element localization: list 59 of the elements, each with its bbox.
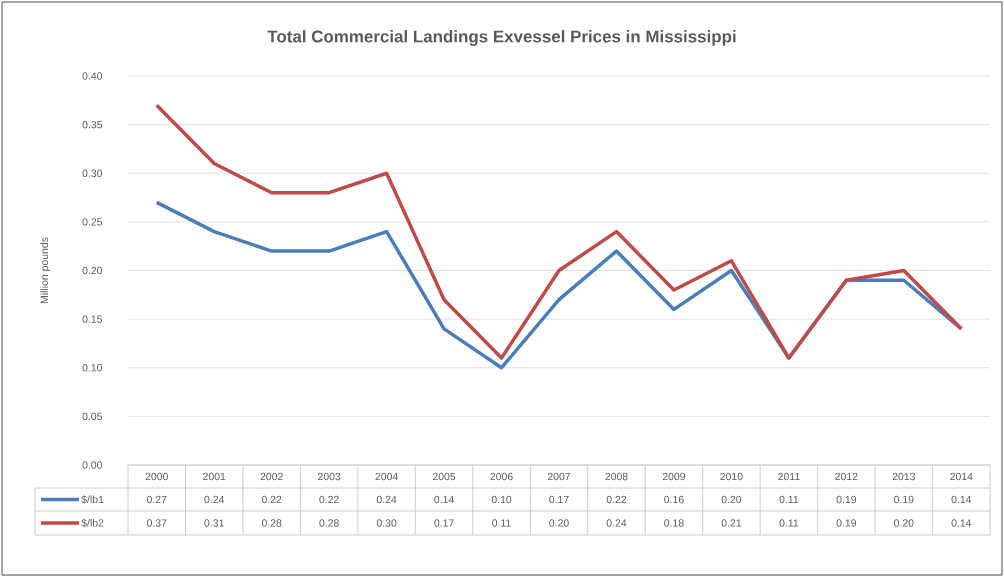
data-label: 0.19 xyxy=(894,495,914,504)
data-label: 0.14 xyxy=(434,495,454,504)
data-label: 0.37 xyxy=(146,519,167,527)
x-tick-label: 2005 xyxy=(432,472,456,481)
legend-label: $/lb1 xyxy=(81,495,104,504)
data-label: 0.27 xyxy=(146,495,167,504)
y-tick-label: 0.25 xyxy=(82,218,103,226)
x-tick-label: 2010 xyxy=(720,472,743,481)
data-label: 0.14 xyxy=(951,519,972,527)
data-label: 0.24 xyxy=(204,495,225,504)
data-label: 0.19 xyxy=(836,495,857,504)
x-tick-label: 2000 xyxy=(145,472,168,481)
x-tick-label: 2009 xyxy=(662,472,686,481)
y-tick-label: 0.20 xyxy=(82,266,103,275)
y-tick-label: 0.10 xyxy=(82,364,103,372)
x-tick-label: 2013 xyxy=(892,472,915,481)
data-label: 0.22 xyxy=(606,495,627,504)
data-label: 0.24 xyxy=(376,495,397,504)
data-label: 0.31 xyxy=(204,519,224,527)
legend-label: $/lb2 xyxy=(81,518,104,528)
data-label: 0.22 xyxy=(261,495,282,504)
y-tick-label: 0.30 xyxy=(82,169,103,177)
data-label: 0.11 xyxy=(779,519,799,527)
data-label: 0.24 xyxy=(606,519,627,527)
x-tick-label: 2014 xyxy=(950,472,973,481)
data-label: 0.17 xyxy=(434,519,454,527)
data-label: 0.22 xyxy=(319,495,339,504)
data-label: 0.28 xyxy=(261,519,282,527)
data-label: 0.28 xyxy=(319,519,339,527)
data-label: 0.16 xyxy=(664,495,684,504)
y-tick-label: 0.05 xyxy=(82,412,103,421)
chart-title: Total Commercial Landings Exvessel Prices in Mississippi xyxy=(267,30,736,46)
line-series xyxy=(154,103,964,360)
y-tick-label: 0.35 xyxy=(82,120,103,129)
data-label: 0.11 xyxy=(492,519,511,527)
data-label: 0.30 xyxy=(376,519,397,527)
x-tick-label: 2007 xyxy=(547,472,571,481)
x-tick-label: 2002 xyxy=(260,472,283,481)
x-tick-label: 2012 xyxy=(835,472,858,481)
y-tick-label: 0.15 xyxy=(82,315,103,323)
y-axis-title: Million pounds xyxy=(40,237,51,304)
data-label: 0.20 xyxy=(721,495,742,504)
x-tick-label: 2003 xyxy=(318,472,341,481)
data-label: 0.19 xyxy=(836,519,857,527)
data-label: 0.10 xyxy=(491,495,512,504)
data-label: 0.14 xyxy=(951,495,972,504)
x-tick-label: 2004 xyxy=(375,472,398,481)
data-label: 0.21 xyxy=(721,519,742,527)
data-label: 0.18 xyxy=(664,519,684,527)
y-tick-label: 0.00 xyxy=(82,461,103,469)
y-tick-label: 0.40 xyxy=(82,72,103,80)
x-tick-label: 2011 xyxy=(778,472,800,481)
x-tick-label: 2001 xyxy=(203,472,226,481)
data-label: 0.20 xyxy=(894,519,914,527)
x-tick-label: 2008 xyxy=(605,472,628,481)
x-tick-label: 2006 xyxy=(490,472,513,481)
data-label: 0.20 xyxy=(549,519,569,527)
data-label: 0.17 xyxy=(549,495,569,504)
data-label: 0.11 xyxy=(779,495,799,504)
